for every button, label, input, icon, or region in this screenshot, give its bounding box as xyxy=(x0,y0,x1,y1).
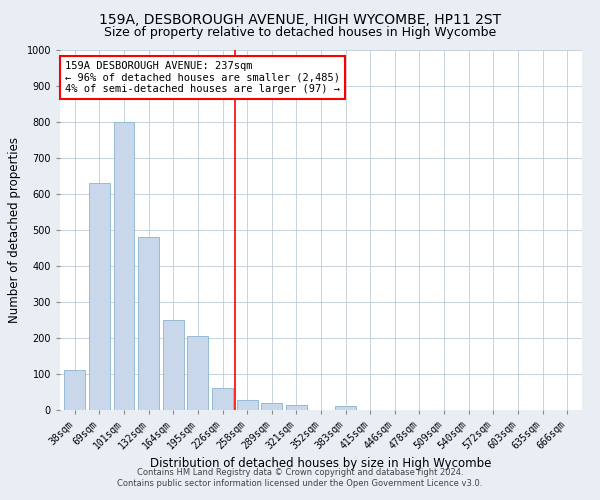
Text: Size of property relative to detached houses in High Wycombe: Size of property relative to detached ho… xyxy=(104,26,496,39)
Bar xyxy=(187,336,208,410)
Bar xyxy=(64,370,85,410)
Bar xyxy=(236,400,257,410)
Bar xyxy=(138,237,159,410)
Bar xyxy=(286,406,307,410)
Bar xyxy=(89,183,110,410)
Bar xyxy=(163,320,184,410)
Bar xyxy=(335,406,356,410)
Bar xyxy=(261,403,282,410)
Y-axis label: Number of detached properties: Number of detached properties xyxy=(8,137,21,323)
Text: Contains HM Land Registry data © Crown copyright and database right 2024.
Contai: Contains HM Land Registry data © Crown c… xyxy=(118,468,482,487)
Text: 159A, DESBOROUGH AVENUE, HIGH WYCOMBE, HP11 2ST: 159A, DESBOROUGH AVENUE, HIGH WYCOMBE, H… xyxy=(99,12,501,26)
Bar xyxy=(212,388,233,410)
Text: 159A DESBOROUGH AVENUE: 237sqm
← 96% of detached houses are smaller (2,485)
4% o: 159A DESBOROUGH AVENUE: 237sqm ← 96% of … xyxy=(65,61,340,94)
Bar xyxy=(113,122,134,410)
X-axis label: Distribution of detached houses by size in High Wycombe: Distribution of detached houses by size … xyxy=(151,456,491,469)
